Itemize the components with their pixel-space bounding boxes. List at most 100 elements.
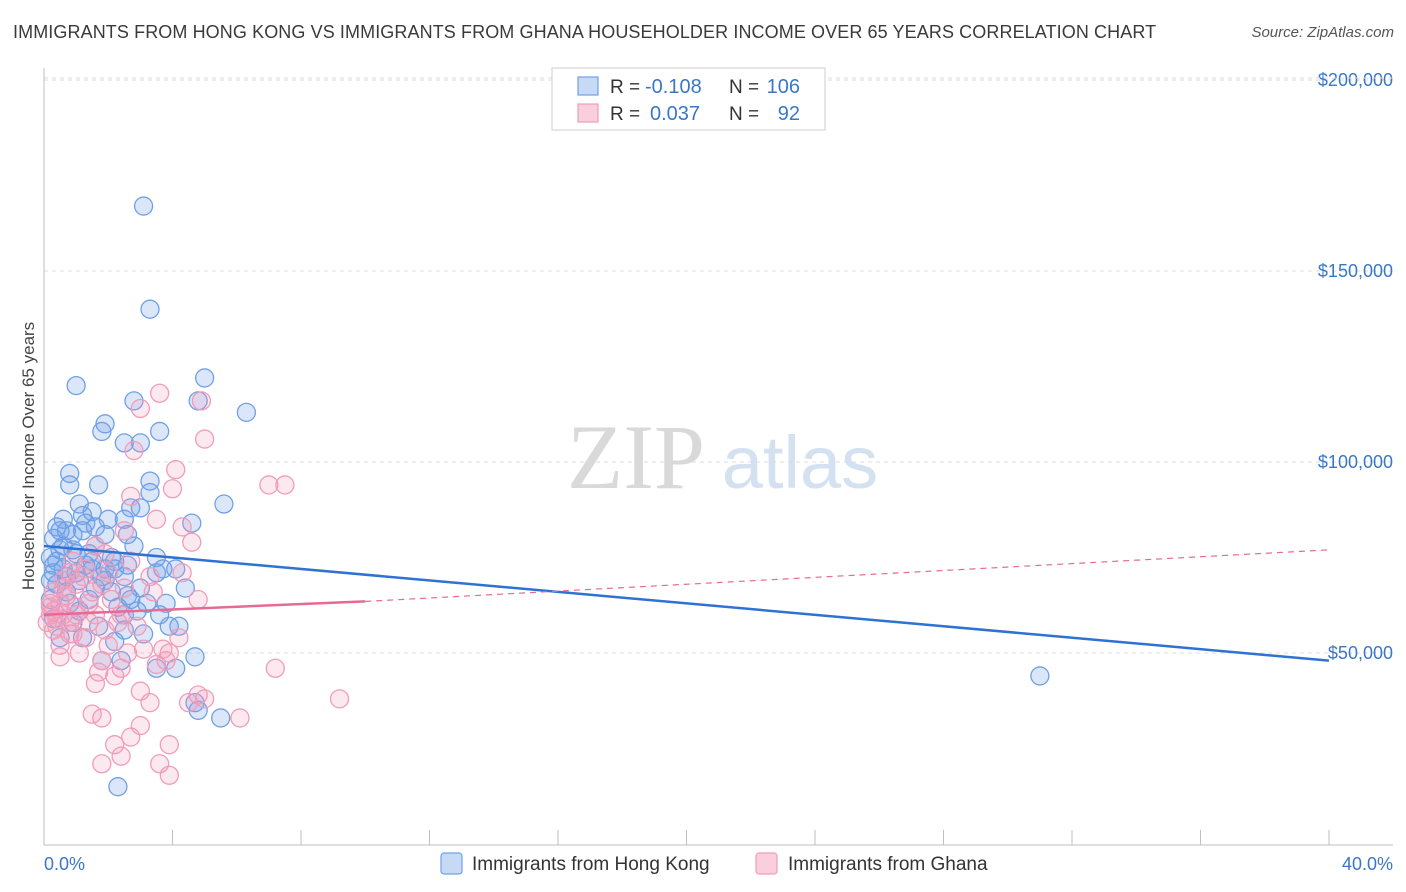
data-point bbox=[149, 383, 170, 403]
data-point bbox=[121, 551, 141, 571]
series-legend-label-ghana: Immigrants from Ghana bbox=[788, 854, 988, 875]
data-point bbox=[185, 647, 205, 667]
data-point bbox=[159, 735, 179, 755]
data-point bbox=[92, 421, 112, 442]
correlation-legend: R = -0.108 N = 106 R = 0.037 N = 92 bbox=[551, 67, 826, 131]
series-legend-swatch-ghana bbox=[755, 852, 778, 875]
y-tick-label: $50,000 bbox=[1328, 643, 1393, 663]
data-point bbox=[140, 471, 160, 491]
data-point bbox=[92, 754, 112, 774]
data-point bbox=[72, 566, 93, 587]
data-point bbox=[111, 658, 131, 678]
legend-r-label-2: R = bbox=[610, 104, 640, 125]
data-point bbox=[214, 494, 234, 514]
data-point bbox=[191, 391, 212, 411]
legend-r-value-1: -0.108 bbox=[645, 76, 702, 98]
data-point bbox=[178, 693, 199, 713]
data-point bbox=[133, 624, 154, 644]
data-point bbox=[230, 708, 250, 728]
data-point bbox=[121, 589, 141, 610]
data-point bbox=[88, 475, 109, 495]
data-point bbox=[275, 475, 295, 495]
data-point bbox=[76, 628, 96, 648]
data-point bbox=[140, 299, 160, 319]
data-point bbox=[130, 398, 151, 419]
data-point bbox=[143, 582, 163, 602]
data-point bbox=[124, 391, 144, 411]
data-point bbox=[211, 708, 231, 728]
data-point bbox=[121, 486, 141, 507]
data-point bbox=[60, 624, 80, 644]
data-point bbox=[111, 746, 131, 766]
data-point bbox=[124, 440, 144, 461]
legend-n-label-1: N = bbox=[729, 77, 759, 98]
series-points-ghana bbox=[37, 383, 350, 785]
data-point bbox=[329, 689, 350, 709]
legend-r-value-2: 0.037 bbox=[650, 103, 700, 125]
data-point bbox=[172, 563, 192, 583]
data-point bbox=[50, 521, 70, 541]
trend-line-hong-kong bbox=[43, 544, 1330, 662]
data-point bbox=[146, 509, 167, 529]
data-point bbox=[53, 509, 73, 529]
series-legend-swatch-hong-kong bbox=[440, 852, 463, 875]
data-point bbox=[85, 517, 106, 537]
data-point bbox=[1030, 666, 1050, 686]
data-point bbox=[92, 708, 112, 728]
data-point bbox=[98, 563, 118, 583]
data-point bbox=[182, 532, 202, 552]
data-point bbox=[127, 616, 147, 636]
data-point bbox=[265, 658, 285, 678]
data-point bbox=[50, 647, 70, 667]
data-point bbox=[85, 673, 106, 694]
data-point bbox=[156, 593, 176, 613]
data-point bbox=[82, 704, 102, 724]
data-points bbox=[37, 196, 1050, 797]
data-point bbox=[85, 605, 106, 625]
data-point bbox=[133, 639, 154, 659]
series-legend: Immigrants from Hong Kong Immigrants fro… bbox=[440, 852, 988, 875]
data-point bbox=[108, 777, 128, 797]
x-tick-label-min: 0.0% bbox=[44, 854, 85, 874]
data-point bbox=[130, 433, 151, 453]
data-point bbox=[47, 608, 67, 629]
axes bbox=[43, 68, 1393, 846]
chart-title: IMMIGRANTS FROM HONG KONG VS IMMIGRANTS … bbox=[13, 22, 1157, 42]
data-point bbox=[162, 479, 183, 499]
data-point bbox=[188, 589, 208, 610]
y-tick-label: $100,000 bbox=[1318, 452, 1393, 472]
data-point bbox=[95, 620, 115, 640]
data-point bbox=[101, 589, 122, 610]
data-point bbox=[194, 429, 215, 449]
y-tick-label: $200,000 bbox=[1318, 70, 1393, 90]
watermark-zip: ZIP bbox=[567, 406, 705, 508]
data-point bbox=[166, 459, 186, 480]
data-point bbox=[66, 375, 86, 396]
legend-n-value-1: 106 bbox=[767, 76, 800, 98]
data-point bbox=[60, 475, 80, 495]
data-point bbox=[76, 513, 96, 533]
data-point bbox=[114, 578, 134, 598]
trend-line-ghana-solid bbox=[43, 600, 366, 617]
data-point bbox=[88, 662, 109, 682]
data-point bbox=[169, 628, 189, 648]
data-point bbox=[82, 559, 102, 579]
data-point bbox=[82, 502, 102, 522]
data-point bbox=[140, 693, 160, 713]
data-point bbox=[140, 482, 160, 503]
grid-lines: $50,000 $100,000 $150,000 $200,000 bbox=[44, 70, 1393, 663]
data-point bbox=[60, 463, 80, 484]
data-point bbox=[156, 650, 176, 671]
data-point bbox=[188, 700, 208, 720]
data-point bbox=[159, 765, 179, 785]
x-tick-label-max: 40.0% bbox=[1342, 854, 1393, 874]
data-point bbox=[133, 196, 154, 216]
trend-lines bbox=[43, 544, 1330, 662]
chart-source: Source: ZipAtlas.com bbox=[1251, 24, 1394, 41]
y-tick-label: $150,000 bbox=[1318, 261, 1393, 281]
data-point bbox=[98, 635, 118, 656]
data-point bbox=[140, 566, 160, 587]
data-point bbox=[79, 593, 99, 613]
legend-swatch-ghana bbox=[577, 103, 599, 123]
